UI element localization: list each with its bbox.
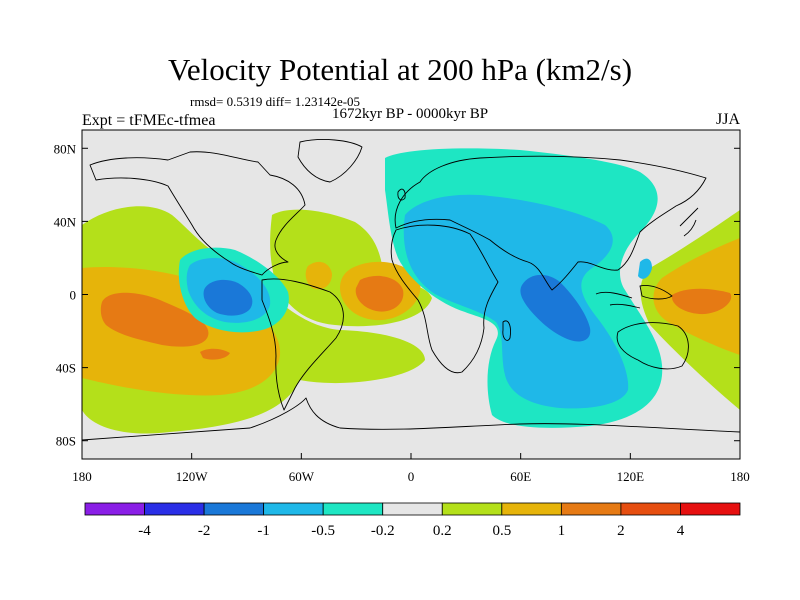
colorbar-label: -2 [198, 523, 211, 539]
x-tick-label: 60E [510, 469, 531, 484]
colorbar-swatch [84, 502, 145, 516]
chart-title: Velocity Potential at 200 hPa (km2/s) [167, 52, 633, 87]
colorbar-label: -1 [257, 523, 270, 539]
colorbar-swatch [322, 502, 384, 516]
coast-uk [397, 188, 406, 201]
y-axis: 80N 40N 0 40S 80S [54, 141, 740, 449]
stats-text: rmsd= 0.5319 diff= 1.23142e-05 [190, 94, 361, 109]
x-tick-label: 0 [408, 469, 415, 484]
colorbar-swatch [560, 502, 622, 516]
contour-field [82, 130, 740, 459]
contour-level-neg1 [203, 274, 591, 342]
coastlines [82, 139, 740, 441]
contour-level-1 [100, 275, 732, 360]
coast-eurasia [394, 155, 707, 291]
coast-north-america [89, 151, 306, 276]
coast-maritime-continent [595, 285, 673, 309]
experiment-label: Expt = tFMEc-tfmea [82, 112, 216, 129]
colorbar-swatch [144, 502, 205, 516]
x-tick-label: 120W [176, 469, 209, 484]
colorbar-swatch [680, 502, 741, 516]
colorbar-swatch [620, 502, 681, 516]
colorbar-label: 4 [677, 523, 685, 539]
colorbar-label: 2 [617, 523, 625, 539]
colorbar-label: -4 [138, 523, 151, 539]
colorbar-label: -0.2 [371, 523, 395, 539]
coast-south-america [261, 278, 344, 411]
colorbar-swatch [382, 502, 443, 516]
y-tick-label: 80S [56, 434, 76, 449]
x-axis: 180 120W 60W 0 60E 120E 180 [72, 453, 750, 484]
coast-greenland [297, 139, 363, 183]
colorbar-swatch [441, 502, 503, 516]
season-label: JJA [715, 111, 740, 128]
coast-australia [616, 322, 689, 370]
colorbar-swatch [501, 502, 562, 516]
coast-madagascar [502, 320, 511, 341]
y-tick-label: 80N [54, 141, 77, 156]
y-tick-label: 40S [56, 361, 76, 376]
x-tick-label: 180 [72, 469, 92, 484]
coast-japan [679, 207, 699, 237]
x-tick-label: 60W [289, 469, 315, 484]
colorbar-label: 0.5 [492, 523, 511, 539]
y-tick-label: 40N [54, 214, 77, 229]
x-tick-label: 120E [617, 469, 645, 484]
x-tick-label: 180 [730, 469, 750, 484]
y-tick-label: 0 [70, 288, 77, 303]
coast-africa [390, 224, 499, 374]
colorbar-swatch [203, 502, 265, 516]
colorbar-label: 1 [558, 523, 566, 539]
colorbar-swatch [263, 502, 324, 516]
coast-antarctica [82, 397, 740, 441]
colorbar-label: -0.5 [311, 523, 335, 539]
colorbar-label: 0.2 [433, 523, 452, 539]
colorbar: -4 -2 -1 -0.5 -0.2 0.2 0.5 1 2 4 [84, 502, 741, 539]
period-text: 1672kyr BP - 0000kyr BP [331, 106, 489, 122]
